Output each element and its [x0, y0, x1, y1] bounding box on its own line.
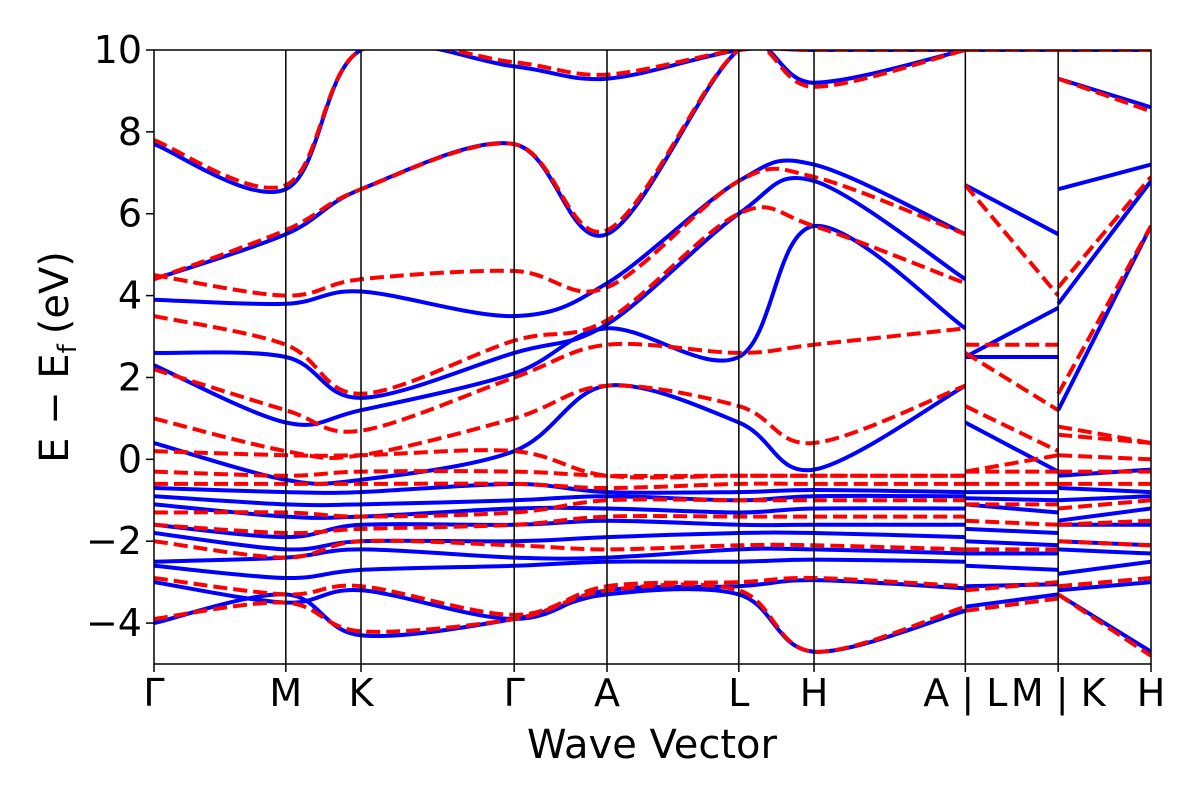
dashed-band-12-part-0 [154, 50, 966, 282]
solid-band-5-part-1 [965, 526, 1059, 535]
y-tick-label: −2 [86, 519, 142, 563]
x-tick-label: M [269, 671, 302, 715]
dashed-band-7-part-1 [964, 453, 1059, 474]
solid-band-1-part-2 [1058, 580, 1151, 593]
dashed-band-3-part-2 [1058, 518, 1151, 527]
y-tick-label: 10 [94, 28, 142, 72]
high-symmetry-lines [285, 50, 1059, 664]
dashed-band-1-part-1 [965, 580, 1059, 593]
dashed-band-4-part-2 [1058, 498, 1151, 511]
y-axis-title-subscript: f [53, 343, 83, 353]
solid-band-4-part-1 [965, 539, 1059, 548]
solid-band-9-part-1 [964, 420, 1060, 474]
dashed-band-0-part-1 [965, 596, 1059, 613]
dashed-band-2-part-2 [1058, 539, 1151, 548]
x-tick-label: L [728, 671, 749, 715]
x-tick-label: K [349, 671, 375, 715]
solid-band-12-part-2 [1057, 162, 1151, 192]
y-axis-title-group: E − Ef (eV) [32, 251, 83, 463]
dashed-band-11-part-2 [1056, 175, 1151, 289]
y-axis-ticks: −4 −2 0 2 4 6 8 10 [86, 28, 154, 645]
solid-band-2-part-2 [1057, 559, 1151, 576]
y-tick-label: 8 [118, 110, 142, 154]
y-tick-label: 6 [118, 192, 142, 236]
x-tick-label: A [594, 671, 620, 715]
dashed-band-13-part-0 [154, 50, 966, 190]
solid-band-13-part-0 [154, 50, 966, 282]
y-tick-label: 0 [118, 437, 142, 481]
dashed-band-11-part-0 [154, 166, 967, 298]
solid-band-7-part-1 [965, 496, 1059, 503]
x-tick-label: H [1137, 671, 1166, 715]
dashed-band-10-part-0 [154, 205, 967, 396]
x-tick-label: A | L [923, 671, 1007, 716]
x-tick-label: M | K [1011, 671, 1107, 716]
solid-band-0-part-1 [965, 592, 1059, 609]
solid-band-14-part-0 [154, 50, 966, 194]
y-tick-label: −4 [86, 601, 142, 645]
plot-frame [153, 49, 1152, 665]
dashed-band-3-part-1 [965, 518, 1059, 527]
x-tick-label: H [800, 671, 829, 715]
dashed-band-0-part-2 [1057, 592, 1151, 658]
y-tick-label: 2 [118, 355, 142, 399]
solid-band-6-part-2 [1057, 506, 1151, 523]
solid-band-7-part-2 [1058, 494, 1151, 503]
y-axis-title: E − E [32, 353, 78, 463]
x-tick-label: Γ [143, 671, 164, 715]
solid-band-12-part-1 [964, 183, 1060, 236]
x-tick-label: Γ [504, 671, 525, 715]
dashed-band-7-part-2 [1058, 453, 1151, 462]
solid-band-10-part-2 [1056, 225, 1151, 412]
y-tick-label: 4 [118, 274, 142, 318]
solid-band-11-part-2 [1056, 179, 1151, 306]
solid-band-2-part-1 [965, 563, 1059, 572]
dashed-band-9-part-2 [1057, 424, 1151, 445]
dashed-band-1-part-2 [1058, 576, 1151, 589]
solid-band-11-part-1 [964, 306, 1060, 359]
dashed-band-11-part-1 [963, 183, 1060, 297]
solid-band-3-part-2 [1058, 547, 1151, 556]
svg-text:E − Ef(eV): E − Ef (eV) [32, 251, 83, 463]
x-axis-title: Wave Vector [527, 722, 778, 768]
solid-band-8-part-2 [1058, 486, 1151, 495]
dashed-band-8-part-1 [964, 404, 1060, 453]
dashed-band-9-part-1 [964, 351, 1060, 412]
dashed-band-12-part-2 [1057, 76, 1151, 114]
y-axis-title-unit: (eV) [32, 251, 78, 334]
